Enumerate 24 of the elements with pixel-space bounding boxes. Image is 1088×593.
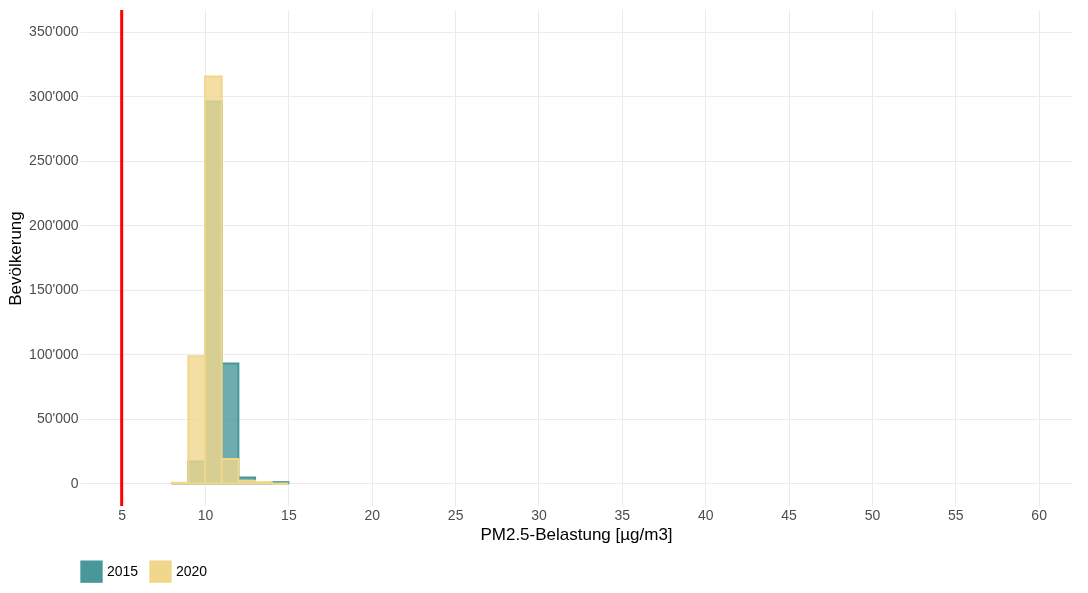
x-tick-label: 45 bbox=[781, 506, 798, 523]
legend-label: 2020 bbox=[176, 562, 208, 579]
y-tick-label: 350'000 bbox=[29, 23, 79, 40]
x-tick-label: 25 bbox=[447, 506, 464, 523]
y-tick-label: 50'000 bbox=[36, 410, 79, 427]
legend-label: 2015 bbox=[107, 562, 139, 579]
x-tick-label: 10 bbox=[197, 506, 214, 523]
y-axis-title: Bevölkerung bbox=[6, 211, 26, 306]
y-tick-label: 150'000 bbox=[29, 281, 79, 298]
x-tick-label: 5 bbox=[118, 506, 127, 523]
x-tick-label: 55 bbox=[948, 506, 964, 523]
y-tick-label: 250'000 bbox=[29, 152, 79, 169]
x-tick-label: 60 bbox=[1031, 506, 1048, 523]
y-tick-label: 0 bbox=[70, 474, 79, 491]
x-tick-label: 35 bbox=[614, 506, 631, 523]
x-tick-label: 20 bbox=[364, 506, 381, 523]
x-tick-label: 30 bbox=[531, 506, 547, 523]
y-tick-label: 200'000 bbox=[29, 216, 79, 233]
y-tick-label: 300'000 bbox=[29, 87, 79, 104]
y-tick-label: 100'000 bbox=[29, 345, 79, 362]
x-tick-label: 50 bbox=[864, 506, 881, 523]
x-tick-label: 15 bbox=[281, 506, 297, 523]
x-tick-label: 40 bbox=[697, 506, 714, 523]
x-axis-title: PM2.5-Belastung [µg/m3] bbox=[480, 524, 673, 544]
